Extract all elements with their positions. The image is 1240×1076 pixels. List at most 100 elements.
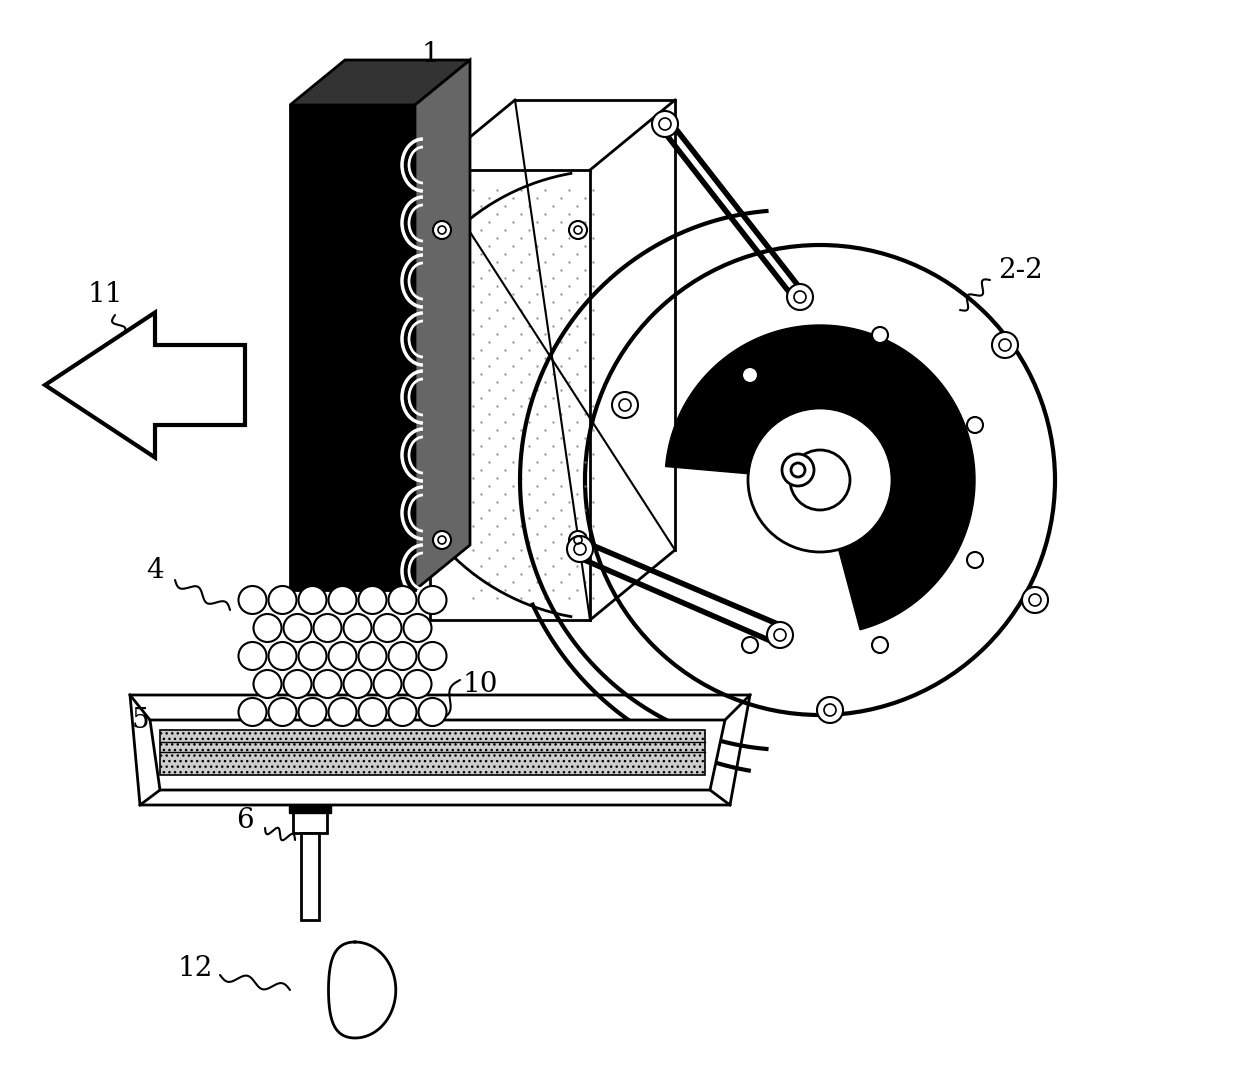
- Point: [543, 294, 563, 311]
- Point: [471, 509, 491, 526]
- Point: [503, 381, 523, 398]
- Point: [479, 238, 498, 255]
- Point: [463, 541, 482, 558]
- Point: [536, 350, 556, 367]
- Point: [559, 422, 579, 439]
- Point: [543, 509, 563, 526]
- Point: [495, 197, 515, 214]
- Point: [463, 253, 482, 270]
- Point: [551, 238, 570, 255]
- Point: [495, 341, 515, 358]
- Point: [463, 182, 482, 199]
- Point: [479, 501, 498, 519]
- Point: [471, 413, 491, 430]
- Point: [551, 381, 570, 398]
- Point: [511, 397, 531, 414]
- Point: [520, 485, 539, 502]
- Point: [487, 229, 507, 246]
- Point: [583, 301, 603, 318]
- Point: [567, 366, 587, 383]
- Point: [575, 238, 595, 255]
- Point: [527, 357, 547, 374]
- Point: [583, 182, 603, 199]
- Point: [551, 550, 570, 567]
- Point: [495, 485, 515, 502]
- Circle shape: [403, 614, 432, 642]
- Point: [527, 261, 547, 279]
- Point: [487, 325, 507, 342]
- Point: [559, 469, 579, 486]
- Point: [495, 222, 515, 239]
- Point: [511, 422, 531, 439]
- Point: [551, 574, 570, 591]
- Text: 10: 10: [463, 671, 497, 698]
- Point: [527, 213, 547, 230]
- Point: [487, 278, 507, 295]
- Point: [536, 325, 556, 342]
- Point: [551, 501, 570, 519]
- Point: [503, 310, 523, 327]
- Point: [520, 197, 539, 214]
- Point: [583, 325, 603, 342]
- Point: [479, 261, 498, 279]
- Point: [495, 509, 515, 526]
- Polygon shape: [666, 325, 975, 629]
- Circle shape: [433, 221, 451, 239]
- Circle shape: [343, 614, 372, 642]
- Point: [551, 334, 570, 351]
- Point: [536, 278, 556, 295]
- Point: [503, 285, 523, 302]
- Circle shape: [343, 670, 372, 698]
- Point: [487, 350, 507, 367]
- Point: [567, 534, 587, 551]
- Point: [575, 334, 595, 351]
- Point: [567, 317, 587, 335]
- Point: [575, 453, 595, 470]
- Circle shape: [358, 698, 387, 726]
- Point: [536, 253, 556, 270]
- Point: [479, 429, 498, 447]
- Polygon shape: [289, 805, 331, 813]
- Circle shape: [967, 552, 983, 568]
- Circle shape: [992, 332, 1018, 358]
- Text: 6: 6: [236, 807, 254, 834]
- Circle shape: [403, 670, 432, 698]
- Point: [495, 294, 515, 311]
- Point: [583, 373, 603, 391]
- Point: [495, 366, 515, 383]
- Point: [503, 238, 523, 255]
- Circle shape: [433, 530, 451, 549]
- Point: [520, 413, 539, 430]
- Point: [559, 397, 579, 414]
- Point: [471, 245, 491, 263]
- Point: [551, 285, 570, 302]
- Point: [487, 422, 507, 439]
- Point: [527, 429, 547, 447]
- Point: [583, 253, 603, 270]
- Point: [583, 494, 603, 511]
- Point: [575, 213, 595, 230]
- Point: [559, 182, 579, 199]
- Point: [527, 453, 547, 470]
- Circle shape: [373, 670, 402, 698]
- Circle shape: [314, 614, 341, 642]
- Point: [543, 317, 563, 335]
- Point: [567, 462, 587, 479]
- Point: [567, 581, 587, 598]
- Point: [543, 534, 563, 551]
- Point: [495, 437, 515, 454]
- Point: [543, 557, 563, 575]
- Point: [567, 245, 587, 263]
- Point: [495, 413, 515, 430]
- Point: [575, 429, 595, 447]
- Circle shape: [284, 670, 311, 698]
- Circle shape: [652, 111, 678, 137]
- Point: [479, 381, 498, 398]
- Point: [495, 557, 515, 575]
- Circle shape: [419, 586, 446, 614]
- Circle shape: [269, 642, 296, 670]
- Point: [583, 206, 603, 223]
- Circle shape: [967, 417, 983, 433]
- Bar: [160, 730, 706, 775]
- Point: [463, 229, 482, 246]
